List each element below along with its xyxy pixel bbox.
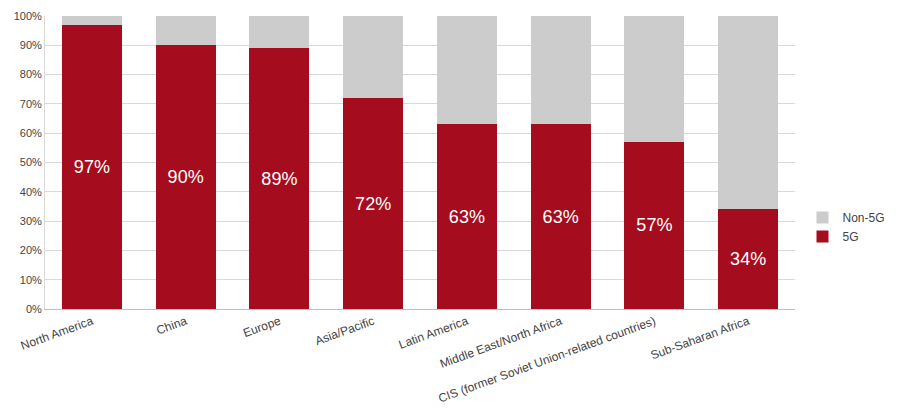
svg-text:Europe: Europe <box>241 314 282 341</box>
svg-text:63%: 63% <box>449 207 485 227</box>
svg-text:20%: 20% <box>20 244 42 256</box>
svg-text:30%: 30% <box>20 215 42 227</box>
svg-text:60%: 60% <box>20 127 42 139</box>
svg-text:10%: 10% <box>20 274 42 286</box>
svg-text:34%: 34% <box>730 249 766 269</box>
svg-text:90%: 90% <box>168 167 204 187</box>
svg-text:China: China <box>154 314 189 338</box>
svg-text:Sub-Saharan Africa: Sub-Saharan Africa <box>649 314 752 363</box>
svg-text:North America: North America <box>19 314 96 353</box>
svg-text:Asia/Pacific: Asia/Pacific <box>313 314 376 348</box>
svg-text:57%: 57% <box>636 215 672 235</box>
svg-text:97%: 97% <box>74 157 110 177</box>
svg-text:70%: 70% <box>20 98 42 110</box>
svg-text:0%: 0% <box>26 303 42 315</box>
svg-text:80%: 80% <box>20 68 42 80</box>
svg-text:Latin America: Latin America <box>397 314 470 352</box>
svg-text:Middle East/North Africa: Middle East/North Africa <box>438 314 564 371</box>
svg-text:63%: 63% <box>543 207 579 227</box>
svg-text:50%: 50% <box>20 156 42 168</box>
svg-text:100%: 100% <box>14 10 42 22</box>
svg-text:40%: 40% <box>20 186 42 198</box>
svg-text:5G: 5G <box>843 230 859 244</box>
svg-text:89%: 89% <box>261 169 297 189</box>
svg-text:CIS (former Soviet Union-relat: CIS (former Soviet Union-related countri… <box>436 314 657 406</box>
svg-text:90%: 90% <box>20 39 42 51</box>
svg-text:72%: 72% <box>355 194 391 214</box>
svg-text:Non-5G: Non-5G <box>843 211 885 225</box>
